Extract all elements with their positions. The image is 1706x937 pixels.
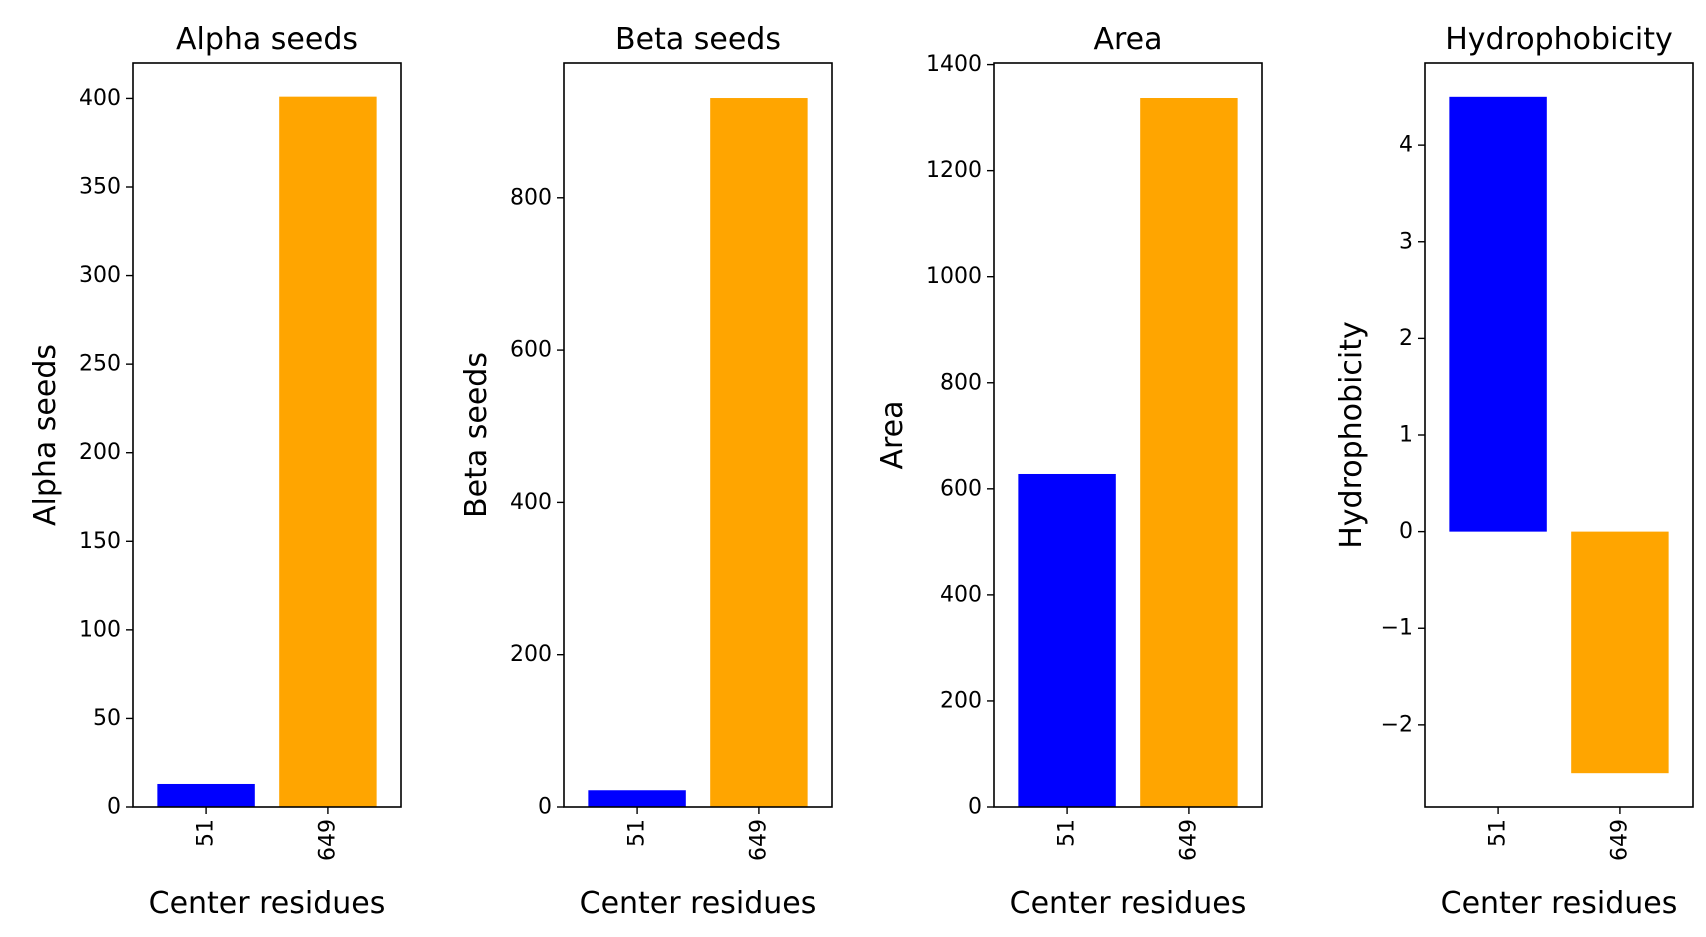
y-axis-label: Alpha seeds xyxy=(28,344,63,526)
bar-649 xyxy=(710,98,808,807)
x-tick-label: 51 xyxy=(1055,819,1080,847)
x-tick-label: 51 xyxy=(194,819,219,847)
y-axis-label: Area xyxy=(875,400,910,469)
y-tick-label: 2 xyxy=(1399,326,1413,351)
y-tick-label: 3 xyxy=(1399,229,1413,254)
chart-panel-1: 0 50 100 150 200 250 300 350 400 51 649 Alpha seeds… xyxy=(28,22,402,921)
y-tick-label: 1400 xyxy=(926,52,982,77)
y-tick-label: 800 xyxy=(510,185,552,210)
bar-51 xyxy=(588,790,686,807)
y-tick-label: 200 xyxy=(940,688,982,713)
chart-panel-3: 0 200 400 600 800 1000 1200 1400 51 649 Area Center… xyxy=(875,22,1263,921)
y-tick-label: −1 xyxy=(1381,616,1413,641)
y-axis-label: Beta seeds xyxy=(459,352,494,518)
bar-649 xyxy=(279,96,377,807)
x-tick-label: 649 xyxy=(1176,819,1201,861)
x-tick-label: 649 xyxy=(315,819,340,861)
chart-title: Hydrophobicity xyxy=(1445,22,1673,57)
axes-frame xyxy=(132,62,402,808)
chart-title: Area xyxy=(1093,22,1162,57)
y-tick-label: 0 xyxy=(968,795,982,820)
bar-51 xyxy=(157,783,255,807)
y-tick-label: 600 xyxy=(940,476,982,501)
axes-frame xyxy=(993,62,1263,808)
y-tick-label: 1000 xyxy=(926,264,982,289)
bar-649 xyxy=(1140,98,1238,807)
y-tick-label: 600 xyxy=(510,338,552,363)
x-tick-label: 649 xyxy=(746,819,771,861)
y-tick-label: 150 xyxy=(79,529,121,554)
y-tick-label: 0 xyxy=(538,795,552,820)
chart-panel-4: −2 −1 0 1 2 3 4 51 649 Hydrophobicity Center resid… xyxy=(1334,22,1694,921)
y-tick-label: 350 xyxy=(79,175,121,200)
y-tick-label: 0 xyxy=(1399,519,1413,544)
y-tick-label: 200 xyxy=(79,440,121,465)
bar-649 xyxy=(1571,531,1669,774)
y-tick-label: 800 xyxy=(940,370,982,395)
axes-frame xyxy=(563,62,833,808)
x-axis-label: Center residues xyxy=(1441,886,1678,921)
x-axis-label: Center residues xyxy=(580,886,817,921)
y-tick-label: 0 xyxy=(107,795,121,820)
bar-51 xyxy=(1018,473,1116,807)
y-tick-label: 50 xyxy=(93,706,121,731)
chart-panel-2: 0 200 400 600 800 51 649 Beta seeds Center resid… xyxy=(459,22,833,921)
y-tick-label: 1 xyxy=(1399,423,1413,448)
y-tick-label: 400 xyxy=(510,490,552,515)
y-tick-label: 1200 xyxy=(926,158,982,183)
y-tick-label: 200 xyxy=(510,642,552,667)
x-tick-label: 51 xyxy=(1486,819,1511,847)
y-tick-label: −2 xyxy=(1381,712,1413,737)
x-tick-label: 649 xyxy=(1607,819,1632,861)
y-tick-label: 300 xyxy=(79,263,121,288)
x-axis-label: Center residues xyxy=(149,886,386,921)
bar-51 xyxy=(1449,96,1547,532)
x-axis-label: Center residues xyxy=(1010,886,1247,921)
y-axis-label: Hydrophobicity xyxy=(1334,321,1369,549)
chart-title: Beta seeds xyxy=(615,22,781,57)
chart-title: Alpha seeds xyxy=(176,22,358,57)
y-tick-label: 4 xyxy=(1399,133,1413,158)
y-tick-label: 400 xyxy=(940,582,982,607)
y-tick-label: 100 xyxy=(79,617,121,642)
y-tick-label: 400 xyxy=(79,86,121,111)
y-tick-label: 250 xyxy=(79,352,121,377)
x-tick-label: 51 xyxy=(625,819,650,847)
